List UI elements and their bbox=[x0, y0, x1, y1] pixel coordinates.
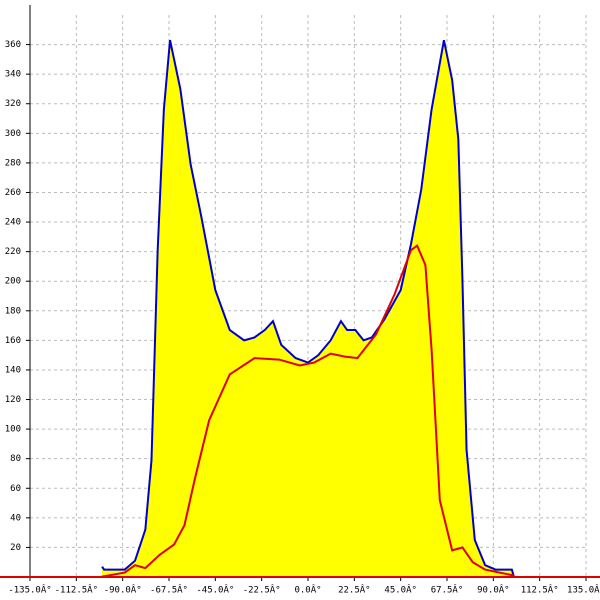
y-tick-label: 320 bbox=[5, 99, 21, 109]
x-tick-label: 0.0Â° bbox=[294, 584, 321, 596]
x-tick-label: 22.5Â° bbox=[338, 584, 371, 596]
line bbox=[99, 244, 515, 578]
x-tick-label: 135.0Â° bbox=[567, 584, 600, 596]
y-tick-label: 120 bbox=[5, 395, 21, 405]
x-tick-label: -22.5Â° bbox=[243, 584, 281, 596]
y-tick-label: 240 bbox=[5, 218, 21, 228]
y-tick-label: 40 bbox=[10, 513, 21, 523]
y-tick-label: 340 bbox=[5, 70, 21, 80]
y-tick-label: 280 bbox=[5, 158, 21, 168]
y-tick-label: 80 bbox=[10, 454, 21, 464]
x-tick-label: 67.5Â° bbox=[431, 584, 464, 596]
area bbox=[102, 40, 514, 578]
x-tick-label: -90.0Â° bbox=[104, 584, 142, 596]
y-tick-label: 20 bbox=[10, 543, 21, 553]
x-tick-label: -45.0Â° bbox=[196, 584, 234, 596]
y-tick-label: 160 bbox=[5, 336, 21, 346]
y-tick-label: 260 bbox=[5, 188, 21, 198]
y-tick-label: 100 bbox=[5, 425, 21, 435]
y-tick-label: 360 bbox=[5, 40, 21, 50]
y-tick-label: 60 bbox=[10, 484, 21, 494]
y-tick-label: 220 bbox=[5, 247, 21, 257]
y-tick-label: 180 bbox=[5, 306, 21, 316]
y-tick-label: 200 bbox=[5, 277, 21, 287]
x-tick-label: 90.0Â° bbox=[477, 584, 510, 596]
x-tick-label: -135.0Â° bbox=[8, 584, 51, 596]
line bbox=[101, 39, 515, 578]
x-tick-label: -67.5Â° bbox=[150, 584, 188, 596]
y-tick-label: 300 bbox=[5, 129, 21, 139]
x-tick-label: -112.5Â° bbox=[55, 584, 98, 596]
y-tick-label: 140 bbox=[5, 365, 21, 375]
x-tick-label: 112.5Â° bbox=[521, 584, 559, 596]
x-tick-label: 45.0Â° bbox=[384, 584, 417, 596]
